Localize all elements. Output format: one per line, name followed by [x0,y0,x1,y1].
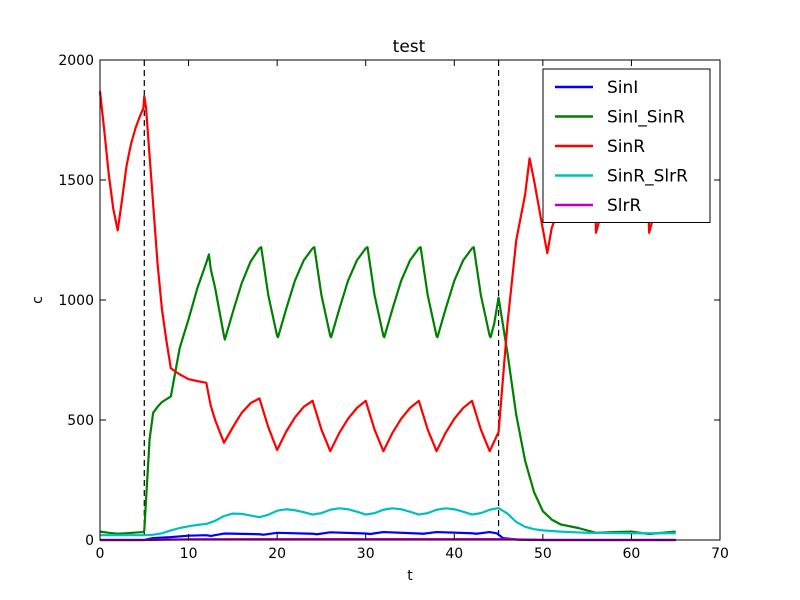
legend: SinI SinI_SinR SinR SinR_SlrR SlrR [542,68,711,223]
y-axis-label: c [30,296,46,304]
legend-label: SinR_SlrR [607,167,688,187]
x-tick-label: 70 [711,546,729,562]
x-tick-label: 60 [623,546,641,562]
legend-label: SinI_SinR [607,108,685,128]
series-line-sini-sinr [99,246,676,536]
y-tick-label: 500 [67,413,94,429]
x-tick-label: 10 [180,546,198,562]
axis-ticks: 0 10 20 30 40 50 60 70 0 500 1000 1500 2000 [58,53,729,562]
chart-title: test [393,37,426,57]
x-tick-label: 50 [534,546,552,562]
y-tick-label: 1500 [58,173,94,189]
x-tick-label: 40 [445,546,463,562]
x-tick-label: 0 [96,546,105,562]
y-tick-label: 0 [85,533,94,549]
y-tick-label: 1000 [58,293,94,309]
legend-label: SlrR [607,196,642,216]
x-axis-label: t [407,568,413,584]
series-line-sinr-slrr [100,506,676,537]
legend-label: SinI [607,78,638,98]
x-tick-label: 30 [357,546,375,562]
legend-label: SinR [607,137,645,157]
series-line-sini [100,530,676,542]
x-tick-label: 20 [268,546,286,562]
y-tick-label: 2000 [58,53,94,69]
